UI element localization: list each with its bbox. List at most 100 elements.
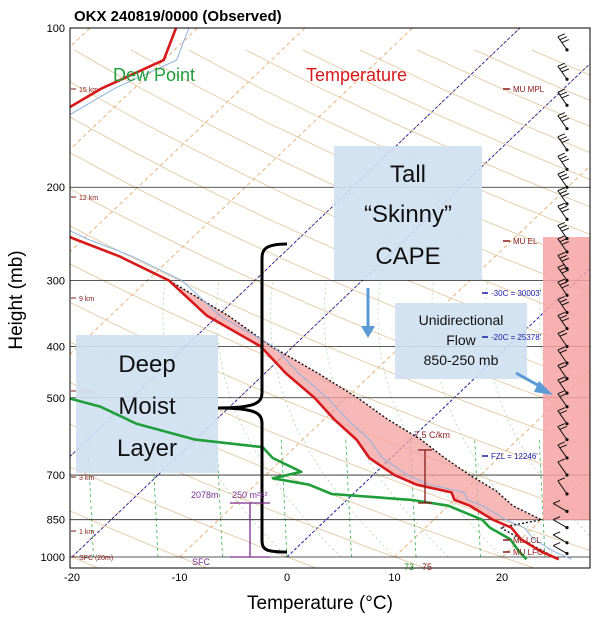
wind-barb-staff	[557, 205, 568, 220]
y-axis-title: Height (mb)	[6, 250, 27, 349]
wind-barb-flag	[557, 88, 566, 93]
mu-lfc-label: MU LFC	[513, 548, 543, 557]
wind-barb-flag	[559, 136, 568, 141]
parcel-trace	[118, 255, 560, 560]
wind-barb-flag	[561, 257, 570, 262]
wind-barb-flag	[552, 531, 561, 536]
y-tick-label: 1000	[41, 552, 65, 564]
wind-barb-flag	[557, 235, 566, 240]
wind-barb-flag	[557, 252, 566, 256]
mu-el-label: MU EL	[513, 237, 538, 246]
wind-barb-staff	[557, 365, 568, 379]
wind-barb-flag	[561, 94, 570, 99]
flow-text-box	[395, 303, 527, 379]
wind-barb-flag	[552, 516, 561, 521]
moist-text-line3: Layer	[117, 435, 177, 462]
wind-barb-flag	[559, 114, 568, 119]
moist-layer-brace	[217, 242, 288, 554]
dry-adiabat	[70, 152, 590, 384]
wind-barb-flag	[557, 346, 566, 351]
mixing-ratio-line	[345, 439, 352, 558]
mixing-ratio-line	[280, 439, 288, 558]
moist-text-line2: Moist	[118, 393, 176, 420]
dry-adiabat	[70, 510, 208, 568]
height-label: 15 km	[79, 87, 98, 94]
height-label: 3 km	[79, 475, 94, 482]
wind-barb-flag	[559, 254, 568, 259]
wind-barb-staff	[552, 545, 568, 554]
wind-barb-dot	[565, 405, 569, 409]
wind-barb-flag	[557, 33, 566, 38]
wind-barb-flag	[557, 263, 566, 268]
wind-barb-flag	[561, 193, 570, 197]
wind-barb-flag	[557, 112, 566, 117]
wind-barb-staff	[557, 225, 568, 239]
lapse-rate-label: 7.5 C/km	[414, 430, 450, 440]
wind-barb-staff	[557, 379, 568, 394]
wind-barb-dot	[565, 526, 569, 530]
flow-arrow-head	[534, 381, 553, 395]
axis-tick-labels: 1002003004005007008501000-30-20-10010203…	[41, 23, 509, 584]
wind-barb-flag	[559, 332, 568, 337]
wind-barb-dot	[565, 103, 569, 107]
wind-barb-staff	[557, 393, 568, 408]
mu-mpl-label: MU MPL	[513, 85, 545, 94]
wind-barb-flag	[557, 441, 566, 446]
wind-barb-dot	[565, 127, 569, 131]
cape-text-line1: Tall	[390, 161, 426, 188]
isotherm-line	[70, 28, 413, 355]
wind-barb-flag	[552, 542, 561, 546]
wind-barb-staff	[557, 349, 568, 364]
wind-barb-flag	[557, 221, 566, 226]
height-label: SFC (20m)	[79, 555, 113, 562]
wind-barb-dot	[565, 551, 569, 556]
wind-barb-staff	[557, 136, 568, 151]
y-tick-label: 300	[47, 275, 65, 287]
wind-barb-staff	[557, 480, 568, 495]
x-tick-label: -10	[172, 572, 188, 584]
wind-barb-dot	[565, 48, 569, 52]
wind-barb-staff	[557, 155, 568, 170]
wind-barb-flag	[561, 301, 570, 306]
flow-text-line1: Unidirectional	[419, 312, 504, 328]
cape-arrow-head	[361, 326, 375, 338]
wind-barb-flag	[561, 317, 570, 322]
wind-barb-dot	[565, 422, 569, 426]
wind-barb-dot	[565, 278, 569, 282]
wind-barb-flag	[559, 190, 568, 195]
wind-barb-flag	[557, 62, 566, 67]
wind-barb-dot	[565, 167, 569, 171]
fzl-label: FZL = 12246'	[491, 452, 538, 461]
wind-barb-flag	[557, 170, 566, 175]
wind-barb-staff	[557, 65, 568, 80]
cape-area	[119, 256, 542, 520]
wind-barb-staff	[557, 115, 568, 129]
virtual-temp-trace	[70, 28, 572, 560]
wind-barb-staff	[557, 173, 568, 188]
sfc-dewpoint-label: 73	[404, 562, 414, 572]
mixing-ratio-line	[538, 439, 546, 558]
flow-text-line2: Flow	[446, 332, 476, 348]
wind-barb-flag	[557, 202, 566, 207]
x-axis-title: Temperature (°C)	[247, 593, 393, 614]
wind-barb-flag	[559, 155, 568, 160]
wind-barb-dot	[565, 344, 569, 349]
wind-barb-staff	[557, 255, 568, 269]
wind-barb-flag	[557, 295, 566, 300]
wind-barb-dot	[565, 236, 569, 241]
wind-barb-staff	[557, 333, 568, 347]
annotation-boxes	[76, 146, 590, 520]
wind-barb-flag	[561, 39, 570, 43]
wind-barb-flag	[559, 393, 568, 397]
wind-barb-flag	[557, 376, 566, 381]
temperature-trace	[70, 28, 560, 561]
height-label: 9 km	[79, 296, 94, 303]
cape-text-line2: “Skinny”	[364, 201, 452, 228]
wind-barbs	[552, 33, 570, 556]
wind-barb-staff	[557, 91, 568, 106]
isotherm-line	[70, 28, 198, 150]
wind-barb-flag	[557, 187, 566, 192]
plot-frame	[69, 27, 591, 569]
wind-barb-dot	[565, 148, 569, 152]
wind-barb-dot	[565, 541, 569, 545]
